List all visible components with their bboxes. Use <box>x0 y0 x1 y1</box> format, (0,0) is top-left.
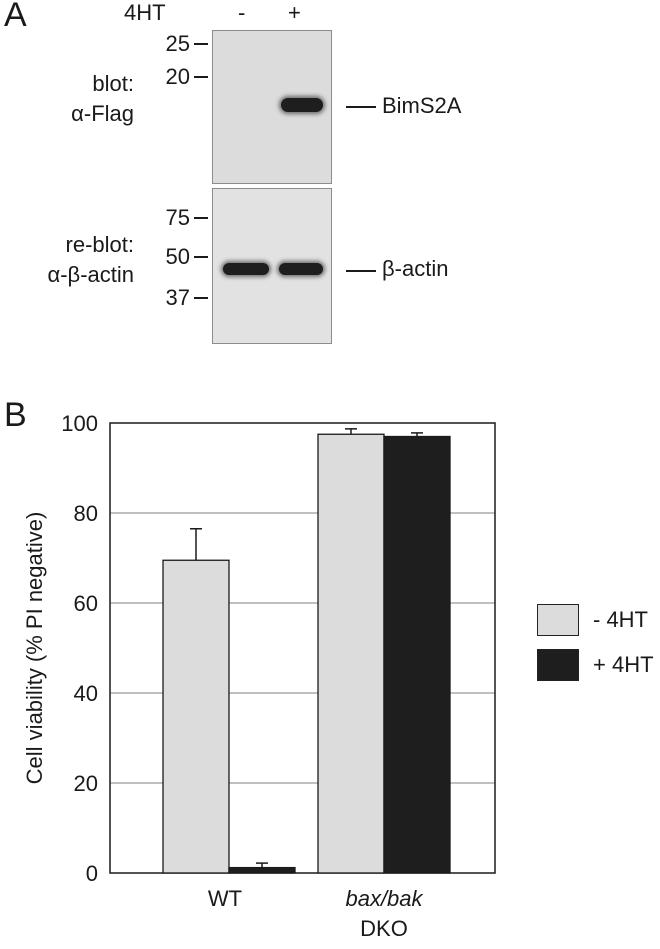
bar <box>317 433 385 874</box>
y-tick-label: 60 <box>74 591 98 616</box>
bottom-blot-label-line1: re-blot: <box>65 232 134 257</box>
y-tick-label: 100 <box>61 411 98 436</box>
treatment-label: 4HT <box>124 0 166 25</box>
x-category-label: bax/bak <box>345 886 423 911</box>
y-tick-label: 40 <box>74 681 98 706</box>
marker-75: 75 <box>165 205 190 230</box>
marker-25: 25 <box>165 31 190 56</box>
actin-band-minus <box>223 263 269 275</box>
marker-25-tick <box>194 43 208 45</box>
bar <box>383 435 451 874</box>
bims2a-pointer <box>346 106 376 108</box>
top-blot-label-line2: α-Flag <box>71 101 134 126</box>
marker-75-tick <box>194 217 208 219</box>
bottom-blot-label-line2: α-β-actin <box>47 262 135 287</box>
y-tick-label: 0 <box>86 861 98 886</box>
bar <box>228 866 296 874</box>
panel-b-letter: B <box>4 396 27 434</box>
top-blot-label-line1: blot: <box>92 71 134 96</box>
marker-20-tick <box>194 76 208 78</box>
marker-20: 20 <box>165 64 190 89</box>
actin-band-plus <box>279 263 323 275</box>
legend-swatch-minus-4ht <box>537 604 579 636</box>
marker-37-tick <box>194 297 208 299</box>
actin-pointer <box>346 270 376 272</box>
legend-label-minus-4ht: - 4HT <box>593 607 648 632</box>
marker-50-tick <box>194 256 208 258</box>
actin-label: β-actin <box>382 256 449 281</box>
plot-frame <box>109 422 496 874</box>
x-category-label: DKO <box>360 916 408 941</box>
lane-label-plus: + <box>288 0 301 25</box>
legend-label-plus-4ht: + 4HT <box>593 652 654 677</box>
marker-50: 50 <box>165 244 190 269</box>
bar <box>162 559 230 874</box>
y-tick-label: 20 <box>74 771 98 796</box>
lane-label-minus: - <box>238 0 246 25</box>
bims2a-band <box>281 98 323 112</box>
x-category-label: WT <box>208 886 242 911</box>
legend-swatch-plus-4ht <box>537 649 579 681</box>
y-axis-label: Cell viability (% PI negative) <box>22 512 47 785</box>
marker-37: 37 <box>165 285 190 310</box>
bims2a-label: BimS2A <box>382 93 462 118</box>
y-tick-label: 80 <box>74 501 98 526</box>
panel-a-letter: A <box>4 0 27 34</box>
